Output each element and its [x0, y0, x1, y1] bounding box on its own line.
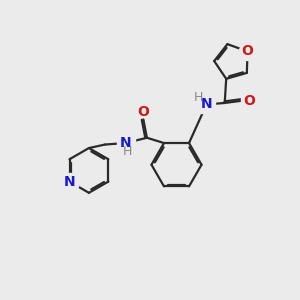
- Text: N: N: [120, 136, 131, 150]
- Text: H: H: [194, 92, 203, 104]
- Text: O: O: [242, 44, 254, 58]
- Text: N: N: [64, 175, 75, 189]
- Text: N: N: [201, 98, 212, 111]
- Text: O: O: [244, 94, 255, 108]
- Text: H: H: [122, 145, 132, 158]
- Text: O: O: [137, 105, 149, 119]
